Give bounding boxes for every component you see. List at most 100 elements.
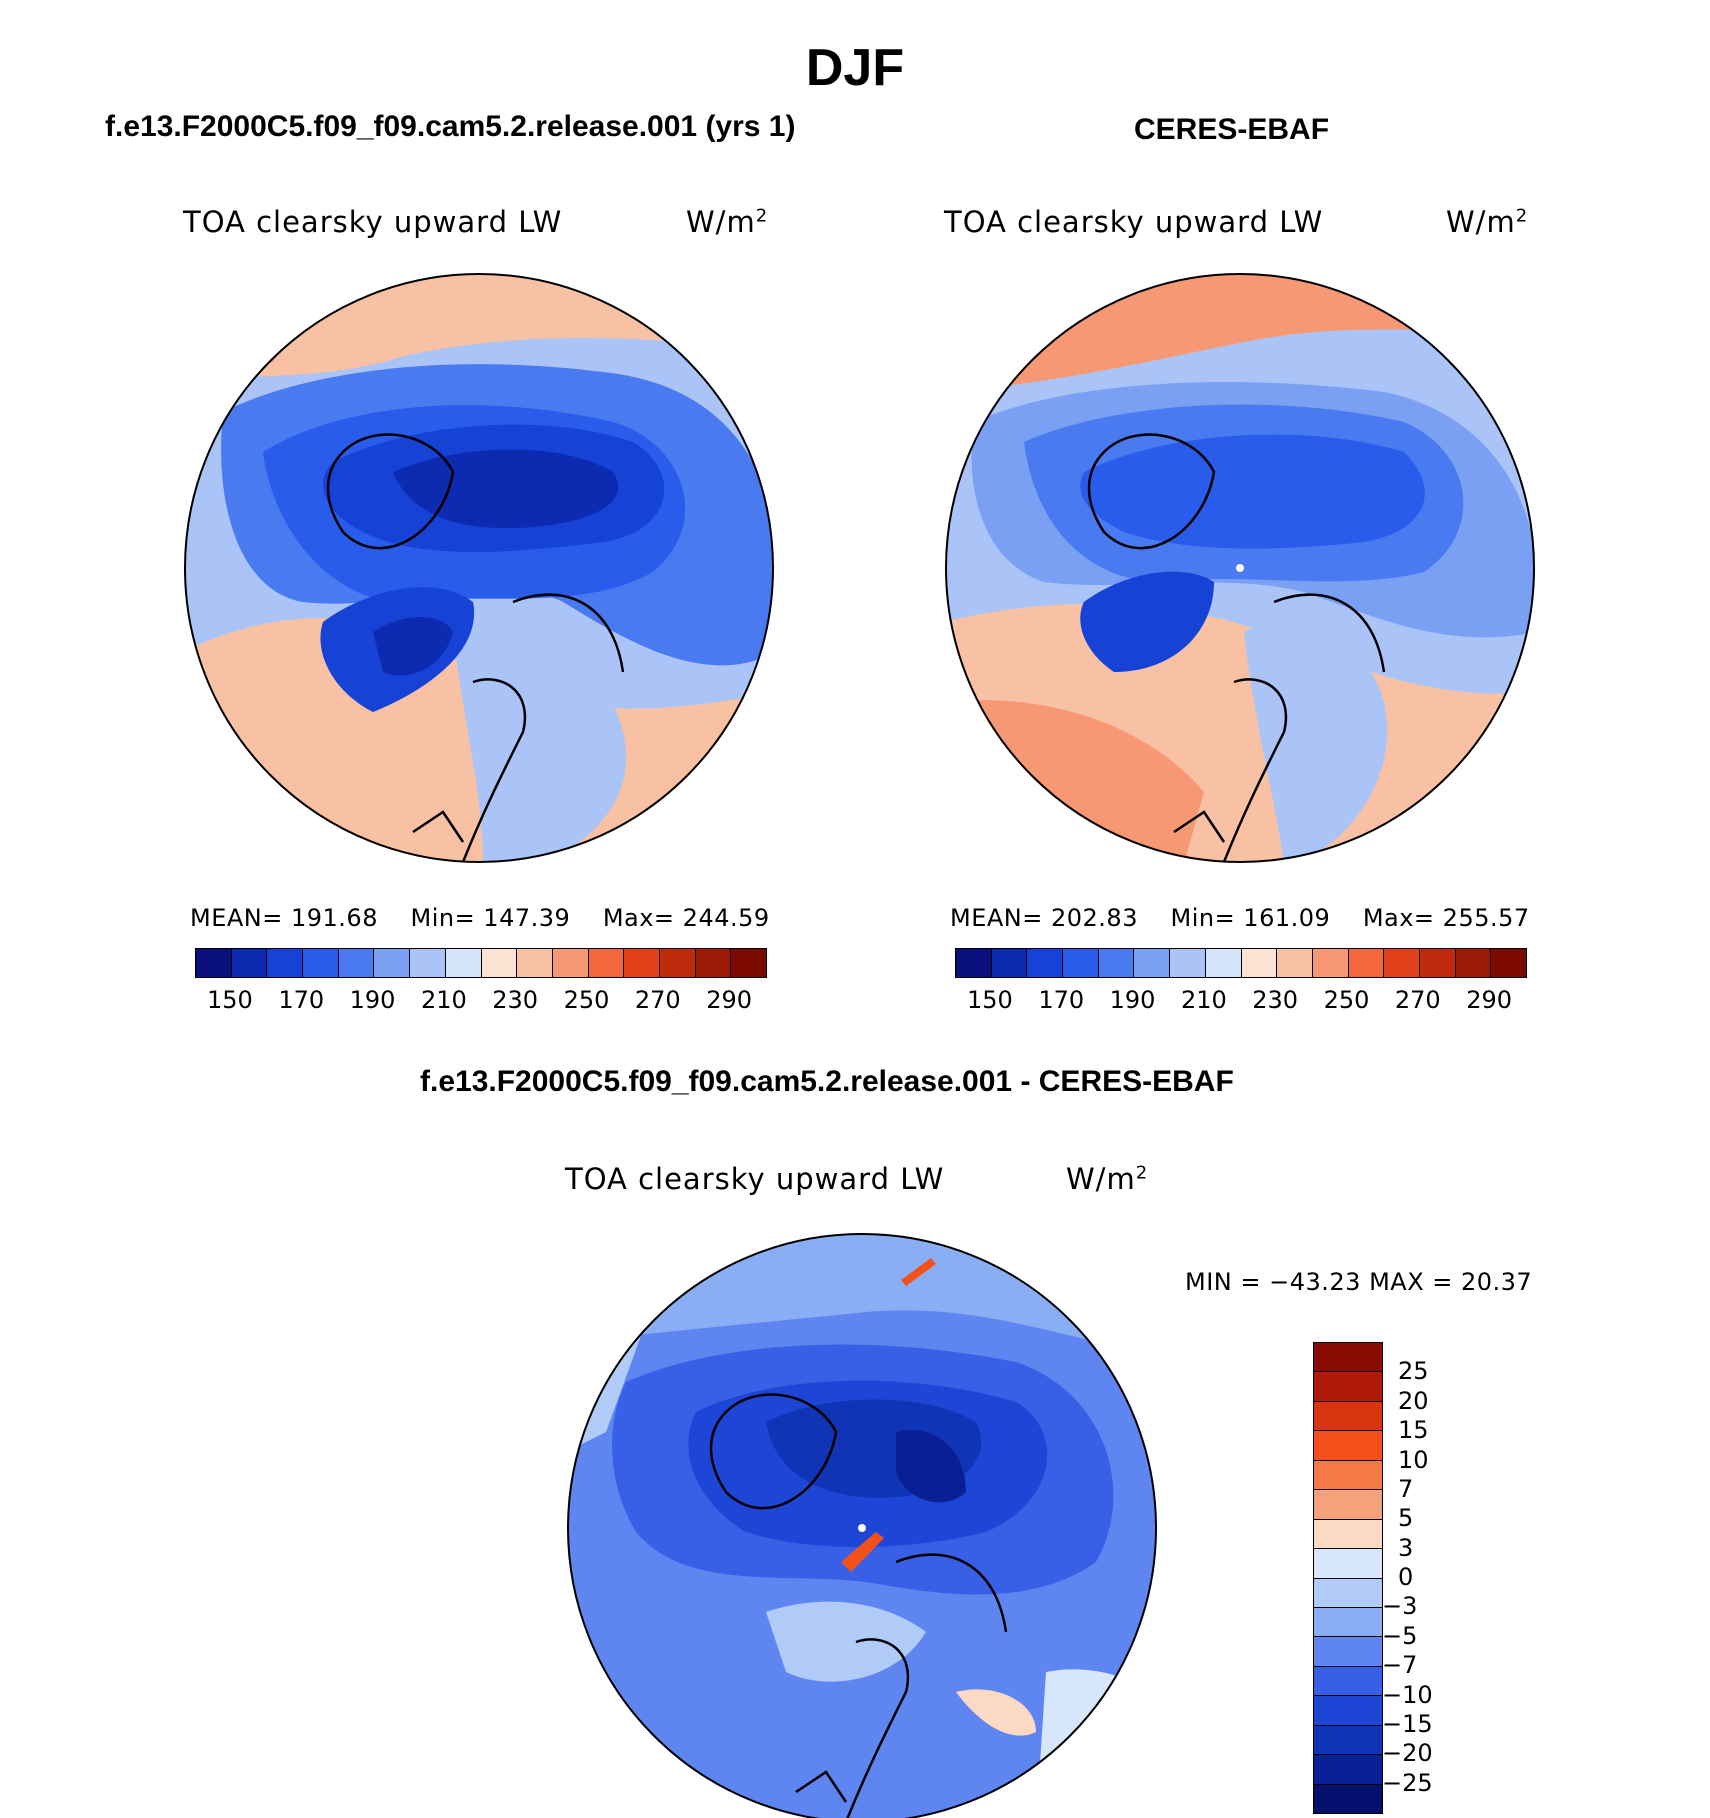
panel2-max: Max= 255.57 [1362,904,1530,932]
panel1-max: Max= 244.59 [602,904,770,932]
colorbar-tick-label: −7 [1382,1651,1418,1680]
colorbar-swatch [1277,949,1313,977]
colorbar-tick-label: 10 [1398,1445,1429,1474]
colorbar-tick-label: 170 [278,986,325,1014]
colorbar-swatch [1170,949,1206,977]
colorbar-tick-label: 190 [349,986,396,1014]
panel3-min: MIN = −43.23 [1185,1268,1361,1296]
panel3-field-pale-atlantic [766,1601,926,1682]
panel2-coastlines [1087,433,1386,862]
panel3-polar-map [567,1233,1157,1818]
colorbar-swatch [1098,949,1135,977]
colorbar-tick-label: 0 [1398,1563,1414,1591]
panel1-units: W/m2 [686,205,769,239]
colorbar-tick-label: 15 [1398,1416,1429,1445]
panel2-units: W/m2 [1446,205,1529,239]
panel3-field-darkest [896,1430,966,1503]
panel1-mean: MEAN= 191.68 [190,904,378,932]
panel3-variable-label: TOA clearsky upward LW [565,1162,945,1196]
panel1-coastlines [326,433,625,862]
colorbar-tick-label: 290 [706,986,752,1014]
colorbar-tick-label: −15 [1382,1709,1433,1738]
panel1-field-scandinavia [453,623,626,862]
colorbar-swatch [1348,949,1385,977]
panel1-colorbar-ticks: 150 170 190 210 230 250 270 290 [207,986,752,1014]
colorbar-swatch [267,949,304,977]
panel2-stats: MEAN= 202.83 Min= 161.09 Max= 255.57 [950,904,1530,932]
colorbar-swatch [1384,949,1420,977]
colorbar-swatch [1314,1460,1382,1491]
colorbar-swatch [445,949,482,977]
colorbar-tick-label: 20 [1398,1386,1429,1415]
colorbar-swatch [731,949,766,977]
colorbar-swatch [1314,1666,1382,1697]
colorbar-swatch [1314,1755,1382,1785]
panel1-colorbar [195,948,767,978]
colorbar-swatch [1314,1519,1382,1550]
panel3-title: f.e13.F2000C5.f09_f09.cam5.2.release.001… [420,1065,1234,1098]
colorbar-swatch [1314,1490,1382,1520]
colorbar-swatch [1314,1784,1382,1813]
colorbar-swatch [1455,949,1492,977]
colorbar-tick-label: 250 [1323,986,1370,1014]
colorbar-swatch [517,949,553,977]
colorbar-swatch [624,949,660,977]
panel2-pole-marker [1236,564,1244,572]
colorbar-tick-label: −3 [1382,1592,1418,1621]
panel2-colorbar-ticks: 150 170 190 210 230 250 270 290 [967,986,1512,1014]
panel2-min: Min= 161.09 [1170,904,1331,932]
panel2-polar-map [945,273,1535,863]
colorbar-swatch [1027,949,1064,977]
colorbar-swatch [1419,949,1456,977]
colorbar-tick-label: 25 [1398,1357,1429,1386]
panel3-field-pale-se [1036,1669,1156,1818]
colorbar-tick-label: 230 [492,986,539,1014]
colorbar-tick-label: 7 [1398,1474,1414,1503]
panel3-stats: MIN = −43.23 MAX = 20.37 [1185,1268,1532,1296]
colorbar-tick-label: 250 [563,986,610,1014]
colorbar-tick-label: −5 [1382,1621,1418,1650]
colorbar-tick-label: −10 [1382,1680,1433,1709]
colorbar-tick-label: 170 [1038,986,1085,1014]
panel3-units: W/m2 [1066,1162,1149,1196]
colorbar-tick-label: 210 [420,986,467,1014]
colorbar-tick-label: −20 [1382,1739,1433,1768]
colorbar-swatch [1314,1343,1382,1373]
colorbar-tick-label: 290 [1466,986,1512,1014]
colorbar-swatch [1314,1431,1382,1461]
panel1-field-darkest [393,449,619,529]
colorbar-swatch [659,949,696,977]
panel2-variable-label: TOA clearsky upward LW [944,205,1324,239]
colorbar-swatch [1314,1637,1382,1667]
colorbar-tick-label: 270 [1394,986,1441,1014]
colorbar-tick-label: 3 [1398,1533,1414,1562]
panel1-stats: MEAN= 191.68 Min= 147.39 Max= 244.59 [190,904,770,932]
panel2-field-blue [1080,434,1425,549]
panel1-variable-label: TOA clearsky upward LW [183,205,563,239]
colorbar-swatch [338,949,375,977]
colorbar-swatch [1491,949,1526,977]
panel3-pole-marker [858,1524,866,1532]
colorbar-swatch [588,949,625,977]
colorbar-tick-label: 210 [1180,986,1227,1014]
colorbar-swatch [231,949,268,977]
panel1-polar-map [184,273,774,863]
colorbar-swatch [1314,1725,1382,1756]
panel3-colorbar [1313,1342,1383,1814]
panel2-colorbar [955,948,1527,978]
panel3-field-warm-streak [841,1532,884,1572]
colorbar-swatch [1063,949,1099,977]
colorbar-swatch [303,949,339,977]
figure-title: DJF [805,39,905,97]
colorbar-tick-label: 5 [1398,1504,1414,1533]
panel1-map-border [184,273,774,863]
panel1-title: f.e13.F2000C5.f09_f09.cam5.2.release.001… [105,110,796,143]
colorbar-swatch [1314,1372,1382,1402]
colorbar-swatch [1134,949,1171,977]
colorbar-swatch [410,949,446,977]
colorbar-swatch [481,949,518,977]
colorbar-swatch [196,949,232,977]
panel1-min: Min= 147.39 [410,904,571,932]
colorbar-swatch [956,949,992,977]
panel3-field-warm-patch [956,1689,1036,1736]
